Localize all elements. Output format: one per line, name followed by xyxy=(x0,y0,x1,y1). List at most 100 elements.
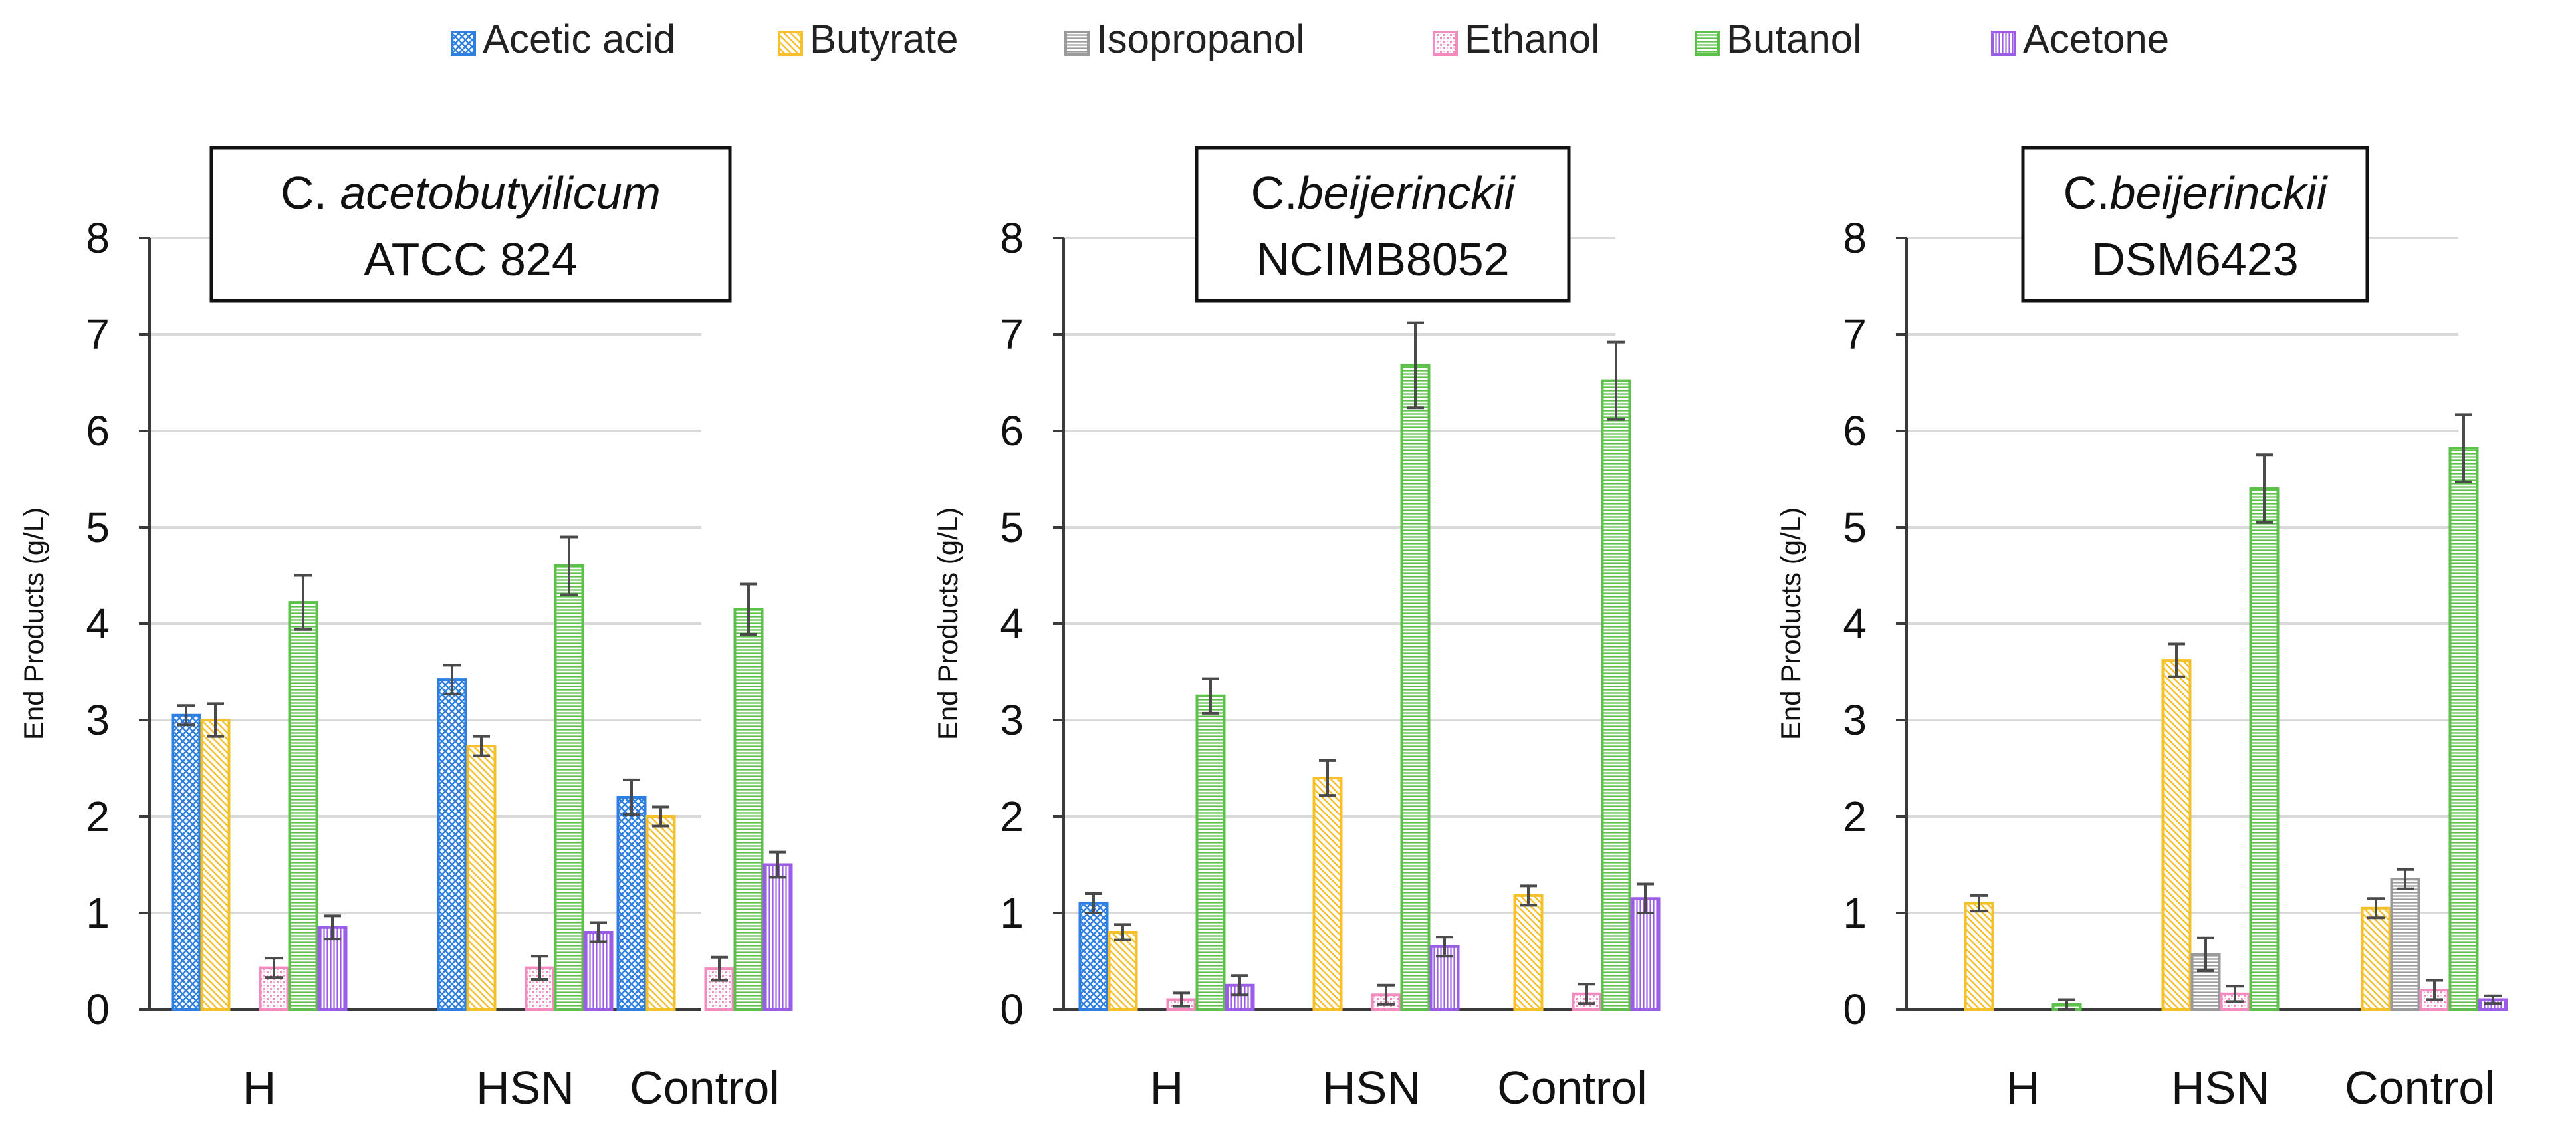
error-bar-h-acetic-acid xyxy=(1085,892,1102,914)
bar-h-acetic-acid xyxy=(171,713,201,1011)
bar-control-acetone xyxy=(1630,897,1661,1011)
y-tick-label: 0 xyxy=(1000,985,1024,1033)
bar-control-isopropanol xyxy=(2390,878,2420,1011)
error-bar-control-acetone xyxy=(2484,994,2502,1005)
error-bar-h-butyrate xyxy=(1114,923,1131,941)
category-label-control: Control xyxy=(2345,1062,2495,1114)
legend-item-isopropanol: Isopropanol xyxy=(1064,17,1305,61)
error-bar-h-acetic-acid xyxy=(177,704,195,727)
legend-swatch-butanol xyxy=(1695,31,1720,56)
category-label-hsn: HSN xyxy=(476,1062,574,1114)
error-bar-hsn-acetone xyxy=(590,921,607,943)
error-bar-hsn-butyrate xyxy=(2168,642,2185,678)
error-bar-hsn-ethanol xyxy=(1377,983,1395,1006)
y-tick-label: 3 xyxy=(86,696,110,744)
category-label-hsn: HSN xyxy=(1322,1062,1421,1114)
bar-control-butyrate xyxy=(645,815,676,1011)
y-tick-label: 2 xyxy=(1000,793,1024,840)
error-bar-control-ethanol xyxy=(711,955,728,982)
y-tick-label: 4 xyxy=(86,600,110,648)
bar-control-butyrate xyxy=(1513,894,1544,1011)
bar-control-butanol xyxy=(1601,379,1631,1011)
bar-control-butanol xyxy=(733,608,764,1011)
legend-label-butyrate: Butyrate xyxy=(810,17,958,61)
legend-label-isopropanol: Isopropanol xyxy=(1096,17,1305,61)
bar-h-butanol xyxy=(288,601,318,1011)
error-bar-hsn-ethanol xyxy=(2226,985,2244,1003)
legend-swatch-ethanol xyxy=(1433,31,1458,56)
error-bar-h-butanol xyxy=(2058,998,2075,1011)
error-bar-control-ethanol xyxy=(1578,983,1595,1005)
y-axis-label: End Products (g/L) xyxy=(932,507,963,740)
y-tick-label: 1 xyxy=(86,889,110,937)
category-label-h: H xyxy=(2006,1062,2040,1114)
bar-hsn-acetic-acid xyxy=(437,678,467,1011)
error-bar-h-butyrate xyxy=(207,702,224,738)
legend-item-acetone: Acetone xyxy=(1991,17,2169,61)
chart-panel-2: 0 1 2 3 4 5 6 7 8 End Products (g/L) H HSN Control C.… xyxy=(932,146,1661,1114)
legend-label-ethanol: Ethanol xyxy=(1464,17,1600,61)
error-bar-control-butanol xyxy=(2455,413,2472,483)
chart-title-line-2: DSM6423 xyxy=(2091,233,2298,285)
bar-h-butyrate xyxy=(1964,902,1994,1011)
error-bar-hsn-butanol xyxy=(1407,321,1424,410)
category-label-control: Control xyxy=(630,1062,780,1114)
chart-title-line-1: C.beijerinckii xyxy=(1251,167,1516,219)
error-bar-h-ethanol xyxy=(265,957,283,979)
y-tick-label: 7 xyxy=(86,311,110,358)
y-tick-label: 6 xyxy=(86,407,110,455)
bar-h-butyrate xyxy=(200,719,231,1011)
bar-control-acetic-acid xyxy=(616,796,647,1011)
error-bar-h-butyrate xyxy=(1970,894,1988,913)
y-tick-label: 4 xyxy=(1000,600,1024,648)
bar-hsn-butanol xyxy=(554,564,584,1011)
y-tick-label: 2 xyxy=(1843,793,1867,840)
error-bar-control-butyrate xyxy=(652,805,669,828)
y-tick-label: 0 xyxy=(1843,985,1867,1033)
error-bar-hsn-butanol xyxy=(2256,453,2273,524)
bar-hsn-butyrate xyxy=(1312,777,1343,1011)
bar-hsn-acetone xyxy=(583,931,614,1011)
y-tick-label: 3 xyxy=(1843,696,1867,744)
error-bar-hsn-isopropanol xyxy=(2197,936,2214,972)
legend-item-butyrate: Butyrate xyxy=(778,17,958,61)
chart-title-line-2: NCIMB8052 xyxy=(1256,233,1509,285)
error-bar-control-acetic-acid xyxy=(623,778,640,816)
legend-item-ethanol: Ethanol xyxy=(1433,17,1600,61)
legend-swatch-acetone xyxy=(1991,31,2016,56)
chart-title-line-1: C. acetobutyilicum xyxy=(281,167,661,219)
error-bar-control-acetone xyxy=(1637,882,1654,914)
legend: Acetic acid Butyrate Isopropanol Ethanol But… xyxy=(451,17,2169,61)
legend-swatch-acetic-acid xyxy=(451,31,476,56)
legend-swatch-isopropanol xyxy=(1064,31,1090,56)
legend-label-acetic-acid: Acetic acid xyxy=(483,17,675,61)
legend-swatch-butyrate xyxy=(778,31,803,56)
error-bar-hsn-ethanol xyxy=(531,955,548,981)
error-bar-control-isopropanol xyxy=(2397,868,2414,890)
error-bar-h-butanol xyxy=(294,574,312,631)
bar-hsn-butyrate xyxy=(2161,659,2192,1011)
y-tick-label: 3 xyxy=(1000,696,1024,744)
chart-title-line-1: C.beijerinckii xyxy=(2063,167,2329,219)
y-tick-label: 6 xyxy=(1000,407,1024,455)
legend-label-acetone: Acetone xyxy=(2023,17,2169,61)
chart-title-box xyxy=(2021,146,2369,303)
error-bar-hsn-butanol xyxy=(560,535,578,596)
error-bar-control-butyrate xyxy=(1520,884,1537,907)
legend-label-butanol: Butanol xyxy=(1726,17,1862,61)
y-tick-label: 6 xyxy=(1843,407,1867,455)
y-tick-label: 2 xyxy=(86,793,110,840)
y-tick-label: 8 xyxy=(86,214,110,262)
bar-hsn-butanol xyxy=(2249,487,2280,1011)
bar-hsn-butyrate xyxy=(466,745,497,1011)
error-bar-control-butyrate xyxy=(2367,897,2385,920)
error-bar-h-butanol xyxy=(1202,677,1219,715)
y-tick-label: 5 xyxy=(1000,503,1024,551)
y-tick-label: 0 xyxy=(86,985,110,1033)
error-bar-hsn-acetic-acid xyxy=(443,664,461,695)
error-bar-control-acetone xyxy=(769,850,786,879)
bar-h-acetic-acid xyxy=(1078,902,1109,1011)
y-tick-label: 7 xyxy=(1000,311,1024,358)
bar-control-butyrate xyxy=(2361,906,2391,1011)
